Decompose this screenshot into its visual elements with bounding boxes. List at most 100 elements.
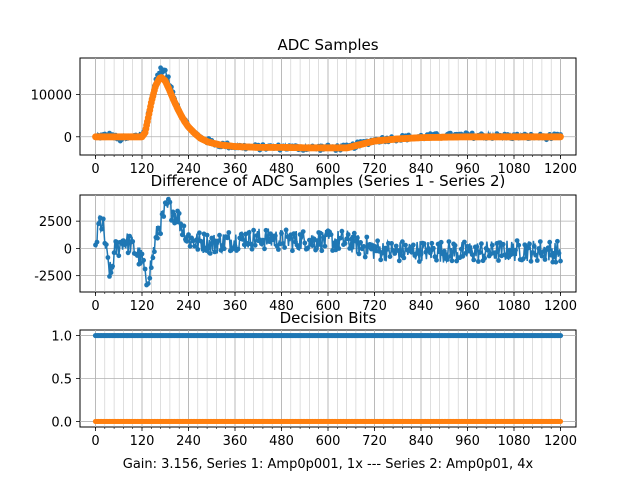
difference-point [342,241,348,246]
difference-point [358,240,363,245]
difference-point [401,255,407,261]
decision-bits-y-tick-label: 1.0 [51,330,72,345]
difference-point [147,275,153,281]
difference-point [396,258,402,264]
difference-point [328,232,334,238]
difference-point [465,243,470,249]
difference-point [193,237,199,243]
difference-point [99,226,105,232]
difference-point [511,251,517,257]
difference-point [378,257,384,263]
decision-bits-y-axis: 0.0 0.5 1.0 [51,330,80,430]
difference-point [280,241,286,246]
difference-point [407,246,413,252]
difference-point [314,238,320,244]
adc-samples-x-tick-label: 1200 [544,162,577,177]
adc-samples-y-axis: 0 10000 [31,88,80,146]
difference-point [324,232,329,238]
adc-samples-point [557,133,564,141]
difference-point [542,257,548,262]
difference-point [558,258,563,264]
difference-point [547,239,553,245]
difference-point [200,239,205,245]
difference-point [410,242,416,248]
difference-point [167,199,173,205]
adc-samples-series-2 [92,74,564,152]
difference-x-tick-label: 720 [362,299,387,314]
difference-point [238,231,244,237]
difference-point [387,254,393,259]
difference-point [263,227,269,233]
difference-point [338,235,343,241]
decision-bits-x-tick-label: 1200 [544,434,577,449]
difference-point [462,239,467,245]
difference-point [553,259,559,265]
difference-point [124,239,129,245]
difference-point [403,242,408,248]
difference-series [93,196,563,288]
difference-x-tick-label: 360 [223,299,248,314]
decision-bits-x-tick-label: 1080 [497,434,530,449]
difference-point [485,247,491,253]
difference-point [105,255,111,260]
decision-bits-point [557,332,564,339]
difference-y-tick-label: -2500 [34,270,72,285]
difference-point [474,244,480,250]
difference-x-tick-label: 480 [269,299,294,314]
difference-point [204,232,210,238]
difference-point [195,247,201,252]
difference-point [398,252,404,258]
difference-point [100,216,106,222]
decision-bits-title: Decision Bits [280,309,377,327]
difference-point [139,251,145,257]
difference-point [282,245,287,250]
difference-point [372,243,377,249]
difference-point [347,246,353,251]
difference-point [125,250,131,256]
difference-point [300,229,306,235]
difference-point [283,227,289,233]
adc-samples-x-tick-label: 1080 [497,162,530,177]
difference-point [356,251,362,257]
difference-point [224,235,230,241]
difference-point [533,252,539,258]
difference-point [431,245,436,251]
difference-point [319,248,325,254]
difference-point [496,258,501,263]
difference-point [350,234,356,240]
difference-point [127,233,132,239]
difference-point [417,259,422,264]
difference-point [321,235,326,240]
decision-bits-x-tick-label: 840 [409,434,434,449]
difference-x-tick-label: 840 [409,299,434,314]
difference-x-tick-label: 1200 [544,299,577,314]
difference-point [169,217,174,223]
adc-samples-y-tick-label: 10000 [31,88,72,103]
adc-samples-y-tick-label: 0 [64,131,72,146]
difference-point [221,246,227,252]
difference-point [192,243,198,249]
decision-bits-y-tick-label: 0.5 [51,373,72,388]
decision-bits-y-tick-label: 0.0 [51,415,72,430]
difference-point [479,241,484,247]
difference-point [555,238,560,244]
difference-point [96,221,101,227]
difference-x-tick-label: 240 [176,299,201,314]
difference-point [313,247,318,253]
difference-point [475,259,481,264]
adc-samples-title: ADC Samples [277,36,378,54]
difference-difference [93,196,563,288]
difference-point [448,254,453,259]
difference-point [384,247,390,252]
difference-point [395,248,401,253]
difference-point [232,243,238,249]
difference-point [290,248,295,254]
difference-point [141,257,147,263]
difference-point [150,255,156,261]
difference-point [138,260,143,266]
decision-bits-series-2 [92,418,564,425]
difference-x-tick-label: 600 [316,299,341,314]
difference-point [493,250,498,256]
difference-point [482,255,487,261]
decision-bits-point [557,418,564,425]
